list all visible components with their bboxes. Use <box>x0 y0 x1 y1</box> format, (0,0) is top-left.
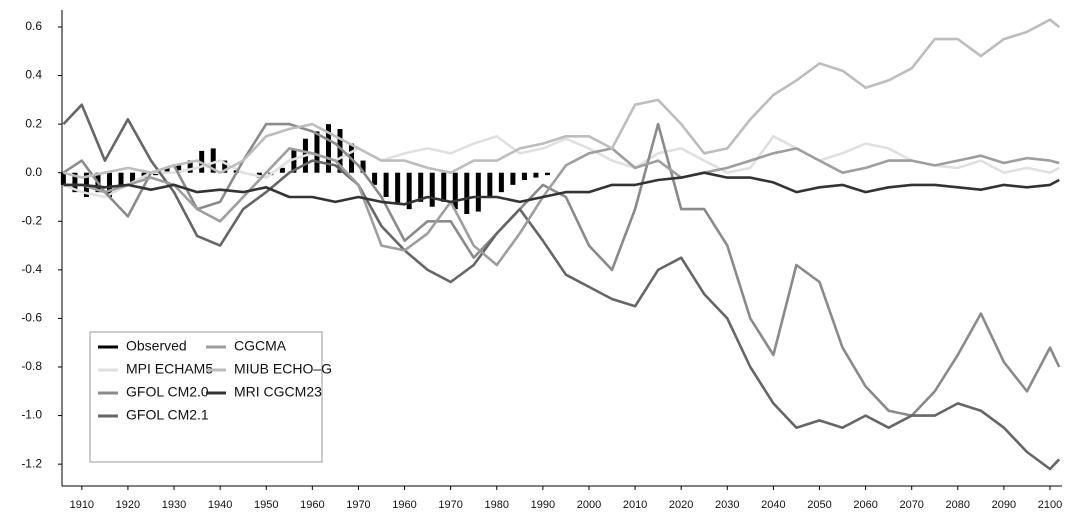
bar <box>325 124 331 173</box>
x-tick-label: 1960 <box>392 499 416 511</box>
x-tick-label: 1980 <box>485 499 509 511</box>
y-tick-label: -1.2 <box>21 456 42 470</box>
series-line <box>62 103 1061 471</box>
x-tick-label: 1940 <box>208 499 232 511</box>
bar <box>418 172 424 202</box>
x-tick-label: 1930 <box>162 499 186 511</box>
legend-label: MPI ECHAM5 <box>126 361 213 377</box>
legend-box <box>89 331 323 463</box>
series-line <box>62 135 1060 199</box>
y-tick-label: 0.2 <box>25 116 42 130</box>
bar <box>498 172 504 193</box>
legend-label: GFOL CM2.1 <box>126 407 209 423</box>
x-tick-label: 1970 <box>438 499 462 511</box>
bar <box>176 165 182 173</box>
bar <box>279 167 285 173</box>
y-tick-label: -0.2 <box>21 213 42 227</box>
bar <box>130 172 136 183</box>
bar <box>429 172 435 207</box>
bar <box>118 172 124 188</box>
x-tick-label: 2020 <box>669 499 693 511</box>
bar <box>544 172 550 176</box>
y-tick-label: 0.6 <box>25 19 42 33</box>
y-tick-label: -0.8 <box>21 359 42 373</box>
x-tick-label: 2080 <box>946 499 970 511</box>
bar <box>533 172 539 178</box>
bar <box>291 148 297 173</box>
legend-label: Observed <box>126 338 187 354</box>
x-tick-label: 1990 <box>531 499 555 511</box>
bar <box>464 172 470 214</box>
bar <box>372 172 378 185</box>
bar <box>406 172 412 210</box>
x-tick-label: 2040 <box>761 499 785 511</box>
x-tick-label: 2000 <box>577 499 601 511</box>
x-tick-label: 2050 <box>807 499 831 511</box>
x-tick-label: 2070 <box>899 499 923 511</box>
series-line <box>63 171 1060 206</box>
bar <box>164 167 170 173</box>
bar <box>487 172 493 197</box>
y-tick-label: -1.0 <box>21 408 42 422</box>
bar <box>337 129 343 173</box>
x-tick-label: 1950 <box>254 499 278 511</box>
x-tick-label: 2030 <box>715 499 739 511</box>
x-tick-label: 1970 <box>346 499 370 511</box>
x-tick-label: 1910 <box>70 499 94 511</box>
bar <box>383 172 389 197</box>
bar <box>475 172 481 212</box>
x-tick-label: 2100 <box>1038 499 1062 511</box>
bar <box>360 160 366 173</box>
x-tick-label: 2060 <box>853 499 877 511</box>
bar <box>222 160 228 173</box>
bar <box>510 172 516 185</box>
bar <box>314 131 320 173</box>
bar <box>395 172 401 205</box>
series-line <box>63 18 1061 179</box>
y-tick-label: 0.0 <box>25 165 42 179</box>
legend-label: MIUB ECHO–G <box>234 361 332 377</box>
series-line <box>62 122 1061 417</box>
x-tick-label: 1920 <box>116 499 140 511</box>
y-tick-label: -0.6 <box>21 311 42 325</box>
series-line <box>63 147 1060 267</box>
legend-label: CGCMA <box>234 338 287 354</box>
bar <box>452 172 458 210</box>
x-tick-label: 2090 <box>992 499 1016 511</box>
y-tick-label: -0.4 <box>21 262 42 276</box>
x-tick-label: 1960 <box>300 499 324 511</box>
bar <box>441 172 447 202</box>
bar <box>521 172 527 180</box>
bar <box>187 160 193 173</box>
bar <box>106 172 112 197</box>
y-tick-label: 0.4 <box>25 68 42 82</box>
bar <box>60 172 66 185</box>
x-tick-label: 2010 <box>623 499 647 511</box>
bar <box>72 172 78 193</box>
legend-label: MRI CGCM23 <box>234 384 322 400</box>
legend-label: GFOL CM2.0 <box>126 384 209 400</box>
bar <box>210 148 216 173</box>
